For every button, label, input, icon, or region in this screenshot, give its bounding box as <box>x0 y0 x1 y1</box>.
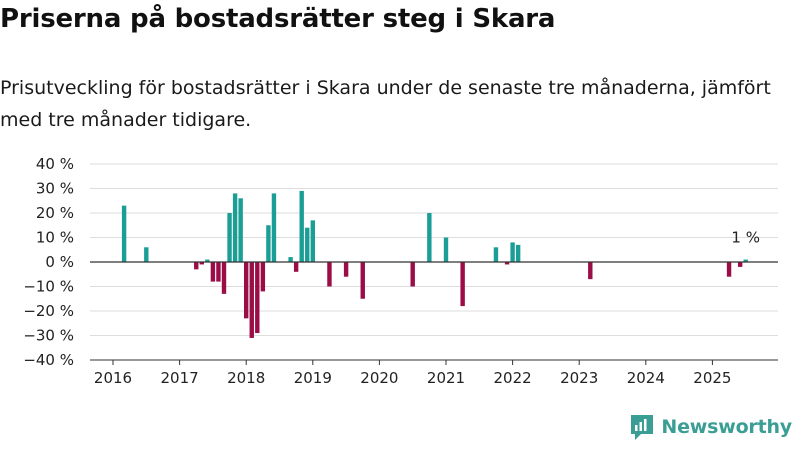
bar <box>232 193 238 262</box>
bar <box>194 262 199 270</box>
x-tick-label: 2017 <box>161 369 199 387</box>
bar <box>327 262 332 287</box>
bar <box>210 262 216 282</box>
bar <box>427 213 432 262</box>
x-tick-label: 2023 <box>560 369 598 387</box>
bar <box>299 190 304 262</box>
page-title: Priserna på bostadsrätter steg i Skara <box>0 4 556 34</box>
bar <box>410 262 415 287</box>
y-tick-label: 10 % <box>36 229 74 247</box>
bar <box>199 262 204 265</box>
bar <box>515 244 521 262</box>
bar <box>238 198 243 262</box>
y-tick-label: −30 % <box>23 327 74 345</box>
bar <box>255 262 260 334</box>
price-change-bar-chart: 40 % 30 % 20 % 10 % 0 % −10 % −20 % −30 % −40 % 2… <box>23 155 778 387</box>
bar <box>205 259 210 262</box>
brand-name: Newsworthy <box>661 416 792 438</box>
bar <box>504 262 510 265</box>
bar <box>588 262 593 280</box>
bar-layer <box>121 190 748 338</box>
y-tick-label: −10 % <box>23 278 74 296</box>
bar <box>249 262 254 338</box>
y-tick-label: 0 % <box>45 253 74 271</box>
bar <box>360 262 365 299</box>
x-tick-label: 2025 <box>693 369 731 387</box>
y-tick-label: −20 % <box>23 302 74 320</box>
y-tick-label: 40 % <box>36 155 74 173</box>
y-tick-label: −40 % <box>23 351 74 369</box>
bar <box>310 220 315 262</box>
bar <box>271 193 277 262</box>
axis-layer: 40 % 30 % 20 % 10 % 0 % −10 % −20 % −30 % −40 % 2… <box>23 155 778 387</box>
bar <box>266 225 271 262</box>
grid-layer <box>90 163 778 361</box>
bar <box>510 242 515 262</box>
brand-logo: Newsworthy <box>629 412 792 442</box>
bar <box>121 205 127 262</box>
bar <box>493 247 499 262</box>
x-tick-label: 2024 <box>627 369 665 387</box>
x-tick-label: 2021 <box>427 369 465 387</box>
bar <box>216 262 221 282</box>
bar <box>227 213 232 262</box>
bar <box>743 259 748 262</box>
bar <box>288 257 293 262</box>
x-tick-label: 2018 <box>227 369 265 387</box>
bar <box>343 262 349 277</box>
latest-value-annotation: 1 % <box>731 228 760 246</box>
bar <box>244 262 249 319</box>
y-tick-label: 20 % <box>36 204 74 222</box>
bar <box>144 247 149 262</box>
x-tick-label: 2016 <box>94 369 132 387</box>
x-tick-label: 2019 <box>294 369 332 387</box>
bar <box>221 262 227 294</box>
newsworthy-logo-icon <box>631 415 654 440</box>
bar <box>260 262 266 292</box>
bar <box>726 262 732 277</box>
bar <box>305 227 310 262</box>
x-tick-label: 2020 <box>360 369 398 387</box>
bar <box>293 262 299 272</box>
bar <box>737 262 743 267</box>
y-tick-label: 30 % <box>36 180 74 198</box>
x-tick-label: 2022 <box>494 369 532 387</box>
page-subtitle: Prisutveckling för bostadsrätter i Skara… <box>0 77 771 131</box>
bar <box>443 237 449 262</box>
bar <box>460 262 465 307</box>
